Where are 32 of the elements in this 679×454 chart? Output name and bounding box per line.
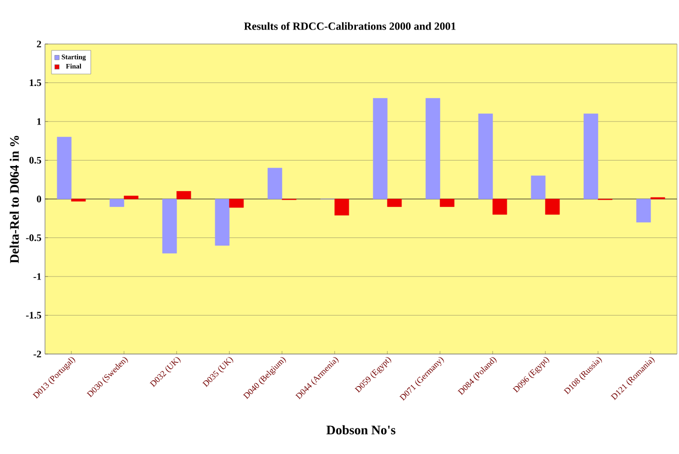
y-tick-label: -0.5 xyxy=(26,234,42,242)
y-tick-label: -1 xyxy=(34,273,41,280)
bar xyxy=(110,198,124,207)
y-tick-label: 2 xyxy=(36,40,42,48)
y-tick-label: 0.5 xyxy=(29,156,42,164)
bar xyxy=(387,198,402,207)
y-tick-label: -2 xyxy=(34,350,42,358)
bar xyxy=(124,196,138,200)
bar xyxy=(636,198,651,222)
bar xyxy=(334,198,350,216)
bar xyxy=(229,198,244,208)
x-axis-title: Dobson No's xyxy=(326,425,396,434)
bar xyxy=(56,136,72,200)
bar xyxy=(545,198,560,215)
bar xyxy=(440,198,454,207)
bar xyxy=(426,98,440,200)
y-tick-label: 1.5 xyxy=(30,79,42,86)
bar xyxy=(530,176,546,200)
y-axis-title: Delta-Rel to D064 in % xyxy=(10,136,19,264)
y-tick-label: -1.5 xyxy=(26,312,42,319)
bar xyxy=(268,168,282,200)
bar xyxy=(214,198,230,246)
bar xyxy=(71,198,86,202)
y-tick-label: 1 xyxy=(37,118,41,125)
bar xyxy=(492,198,508,215)
chart-title: Results of RDCC-Calibrations 2000 and 2001 xyxy=(244,22,456,30)
bar xyxy=(584,114,598,200)
bar xyxy=(478,114,493,200)
y-tick-label: 0 xyxy=(36,196,42,202)
bar xyxy=(162,198,177,254)
bar xyxy=(372,98,388,200)
bar xyxy=(176,191,192,200)
